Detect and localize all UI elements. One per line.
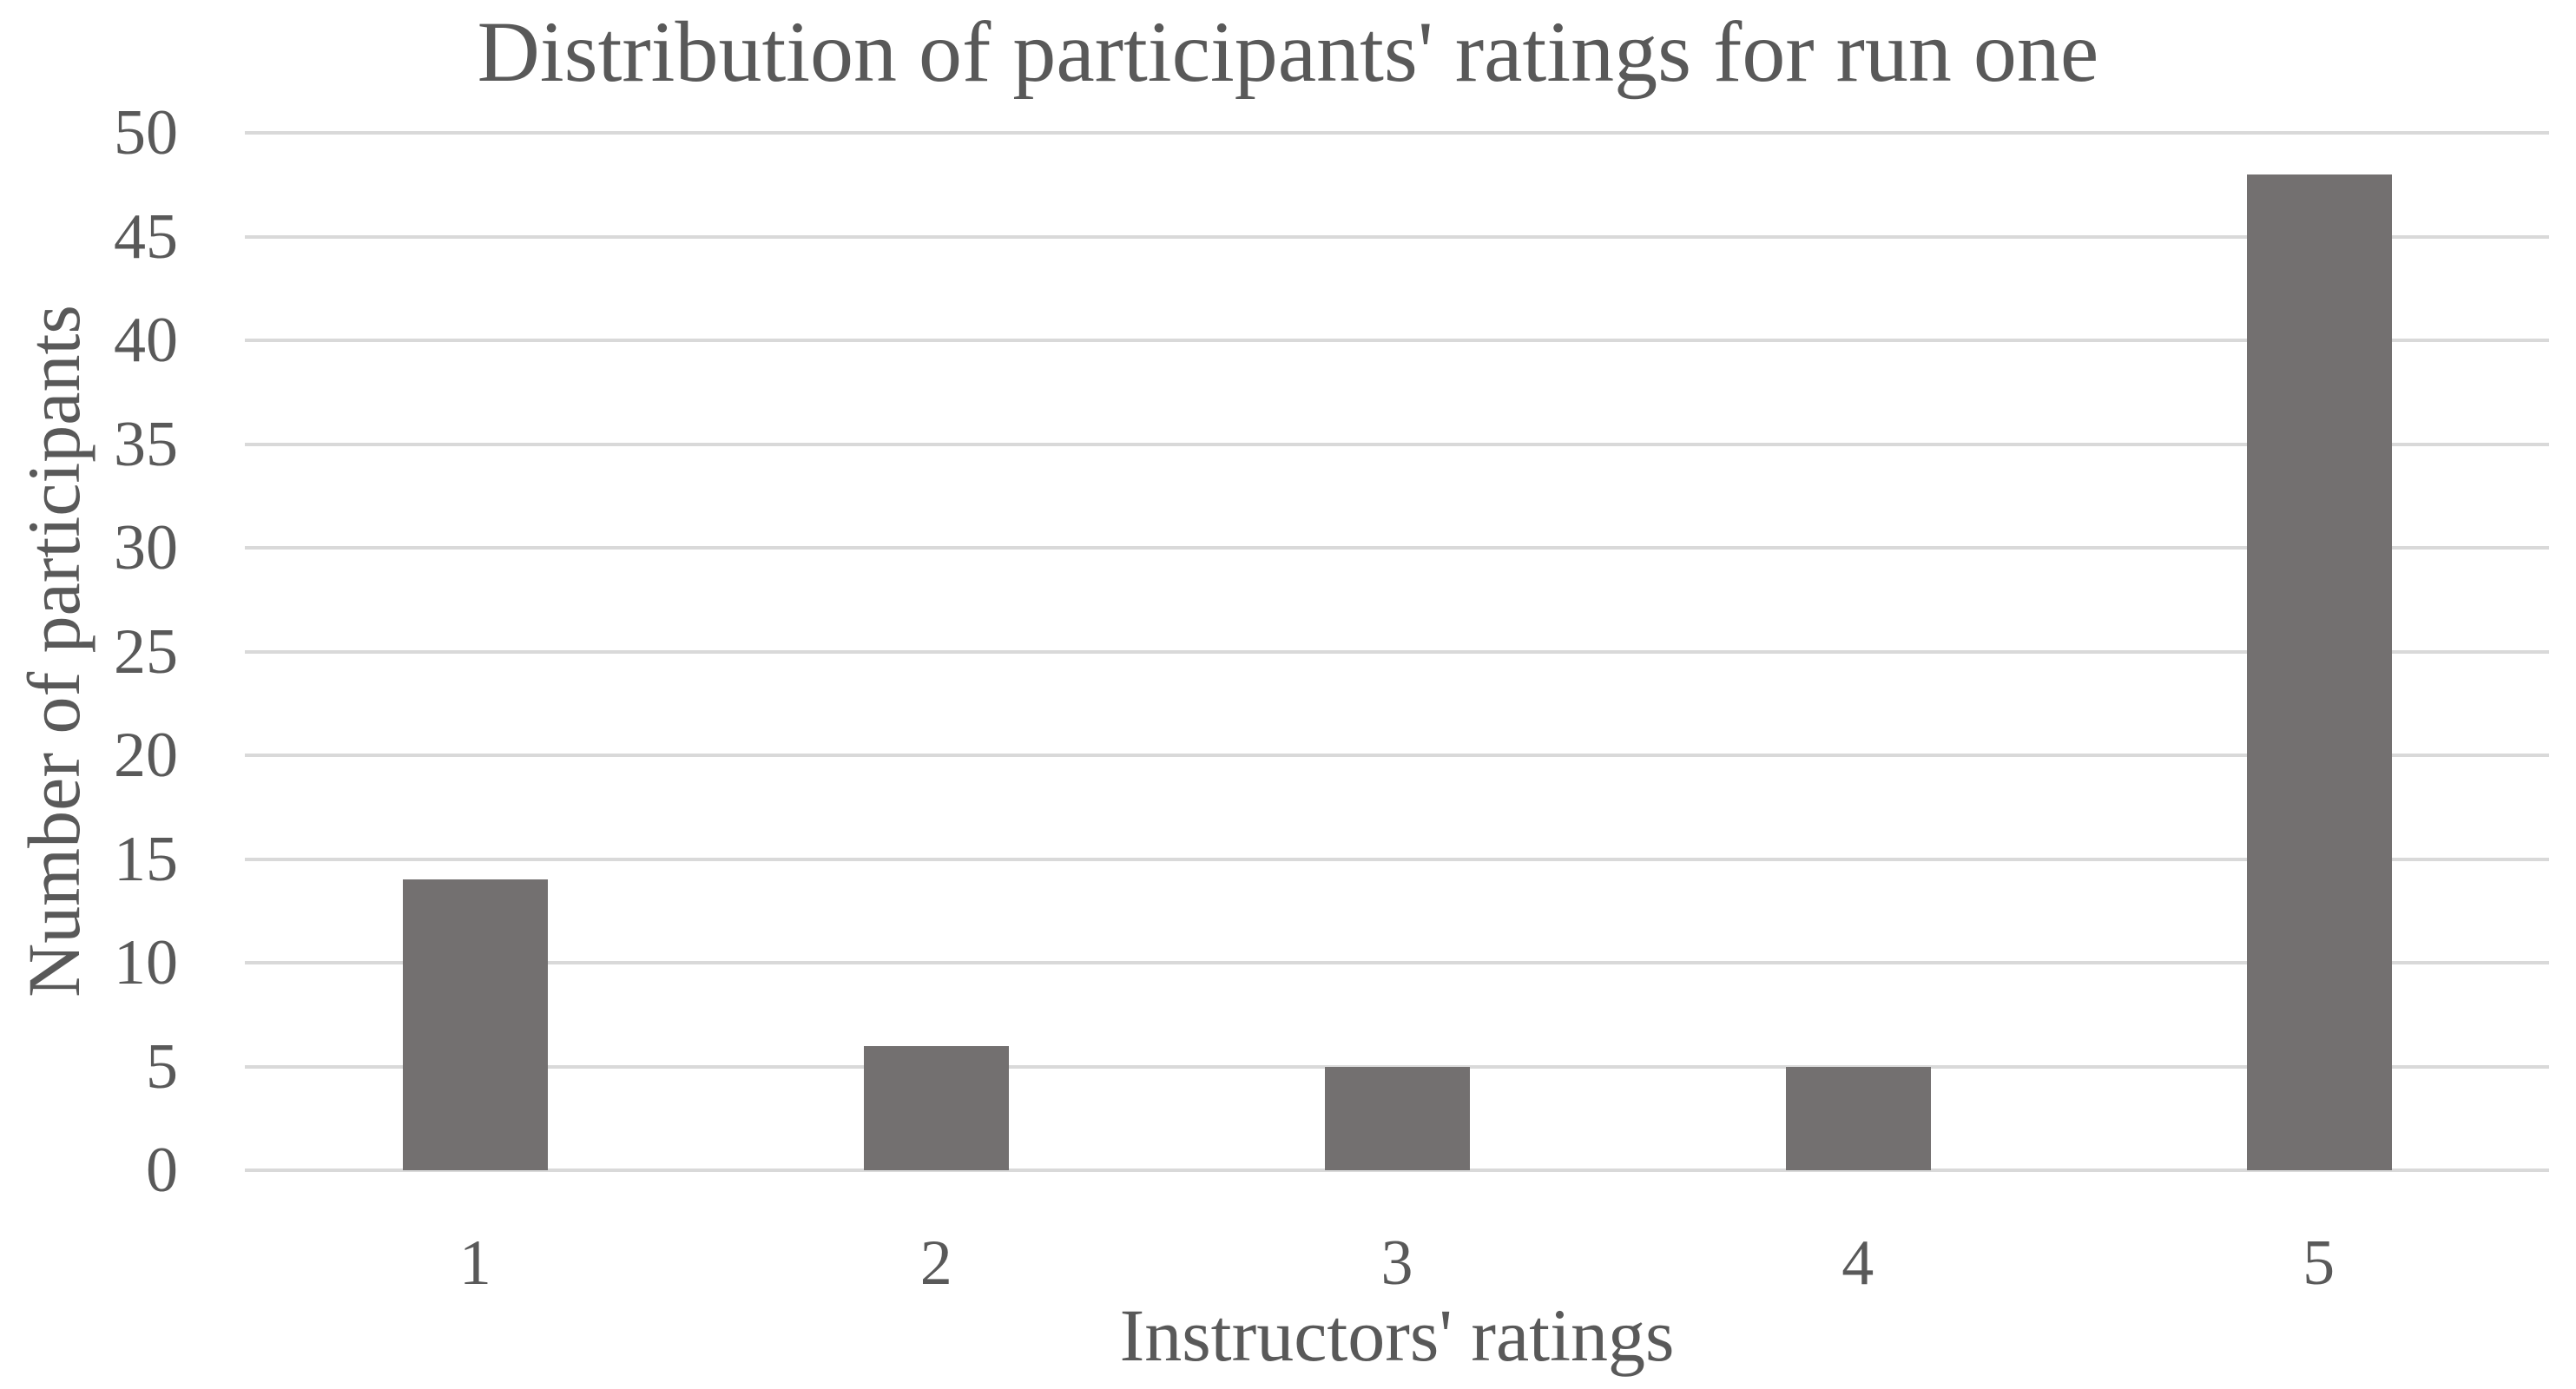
x-tick-label-5: 5 bbox=[2303, 1228, 2336, 1299]
x-tick-label-2: 2 bbox=[919, 1228, 952, 1299]
gridline-y-35 bbox=[245, 442, 2549, 446]
gridline-y-25 bbox=[245, 649, 2549, 654]
bar-rating-2 bbox=[864, 1045, 1010, 1170]
gridline-y-40 bbox=[245, 339, 2549, 342]
bar-rating-5 bbox=[2246, 174, 2392, 1170]
y-tick-label-20: 20 bbox=[114, 720, 178, 791]
x-axis-tick-labels: 1 2 3 4 5 bbox=[245, 1170, 2549, 1300]
x-tick-label-1: 1 bbox=[458, 1228, 491, 1299]
y-tick-label-25: 25 bbox=[114, 616, 178, 688]
gridline-y-20 bbox=[245, 754, 2549, 757]
y-axis-tick-labels: 0 5 10 15 20 25 30 35 40 45 50 bbox=[0, 101, 178, 1202]
x-tick-label-4: 4 bbox=[1841, 1228, 1874, 1299]
bar-rating-1 bbox=[403, 879, 549, 1170]
y-tick-label-0: 0 bbox=[146, 1135, 178, 1206]
gridline-y-0 bbox=[245, 1168, 2549, 1172]
y-tick-label-50: 50 bbox=[114, 97, 178, 168]
y-tick-label-15: 15 bbox=[114, 823, 178, 895]
bar-rating-3 bbox=[1325, 1066, 1470, 1170]
gridline-y-45 bbox=[245, 234, 2549, 239]
x-axis-title: Instructors' ratings bbox=[1119, 1294, 1675, 1377]
y-tick-label-30: 30 bbox=[114, 512, 178, 583]
chart-title: Distribution of participants' ratings fo… bbox=[477, 3, 2099, 100]
plot-area bbox=[245, 131, 2549, 1172]
gridline-y-50 bbox=[245, 131, 2549, 135]
bar-rating-4 bbox=[1785, 1066, 1931, 1170]
y-tick-label-45: 45 bbox=[114, 201, 178, 273]
gridline-y-15 bbox=[245, 857, 2549, 861]
y-tick-label-40: 40 bbox=[114, 305, 178, 376]
y-tick-label-35: 35 bbox=[114, 408, 178, 480]
x-tick-label-3: 3 bbox=[1380, 1228, 1413, 1299]
gridline-y-30 bbox=[245, 546, 2549, 550]
y-tick-label-5: 5 bbox=[146, 1030, 178, 1103]
gridline-y-10 bbox=[245, 961, 2549, 964]
y-tick-label-10: 10 bbox=[114, 927, 178, 998]
